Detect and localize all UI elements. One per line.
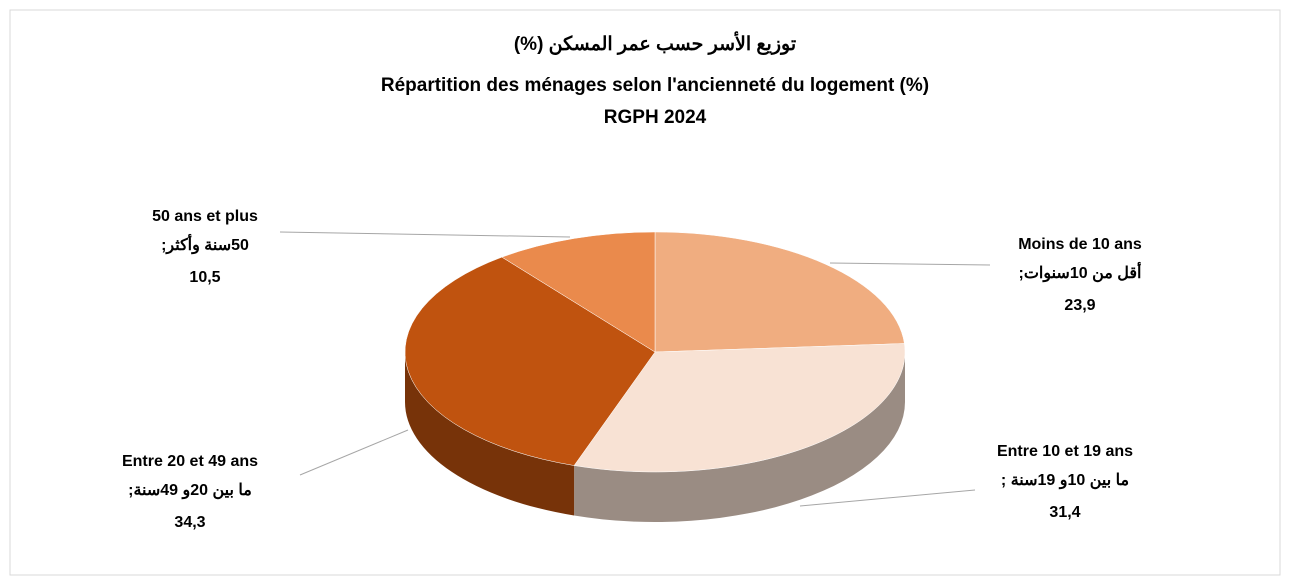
data-label-category-ar: 50سنة وأكثر; bbox=[161, 233, 249, 255]
slice-side bbox=[405, 352, 575, 516]
data-label-category: Entre 20 et 49 ans bbox=[122, 453, 258, 470]
leader-line bbox=[829, 262, 991, 266]
data-label-category: 50 ans et plus bbox=[152, 208, 258, 225]
data-label-category: Entre 10 et 19 ans bbox=[997, 443, 1133, 460]
data-label-category: Moins de 10 ans bbox=[1018, 236, 1142, 253]
leader-line bbox=[799, 489, 976, 507]
slice bbox=[573, 343, 906, 473]
chart-title: RGPH 2024 bbox=[604, 107, 707, 128]
slice bbox=[404, 256, 656, 466]
data-label-value: 31,4 bbox=[1049, 504, 1080, 521]
data-label-category-ar: أقل من 10سنوات; bbox=[1019, 261, 1142, 283]
chart-title: توزيع الأسر حسب عمر المسكن (%) bbox=[514, 31, 796, 55]
slice bbox=[501, 231, 656, 353]
data-label-category-ar: ما بين 20و 49سنة; bbox=[128, 482, 252, 500]
data-label-value: 23,9 bbox=[1064, 297, 1095, 314]
leader-line bbox=[279, 231, 571, 238]
slice-side bbox=[574, 352, 906, 522]
chart-title: Répartition des ménages selon l'ancienne… bbox=[381, 75, 929, 96]
data-label-value: 10,5 bbox=[189, 269, 220, 286]
slice bbox=[654, 231, 905, 353]
leader-line bbox=[299, 429, 409, 476]
data-label-value: 34,3 bbox=[174, 514, 205, 531]
data-label-category-ar: ما بين 10و 19سنة ; bbox=[1001, 472, 1129, 490]
